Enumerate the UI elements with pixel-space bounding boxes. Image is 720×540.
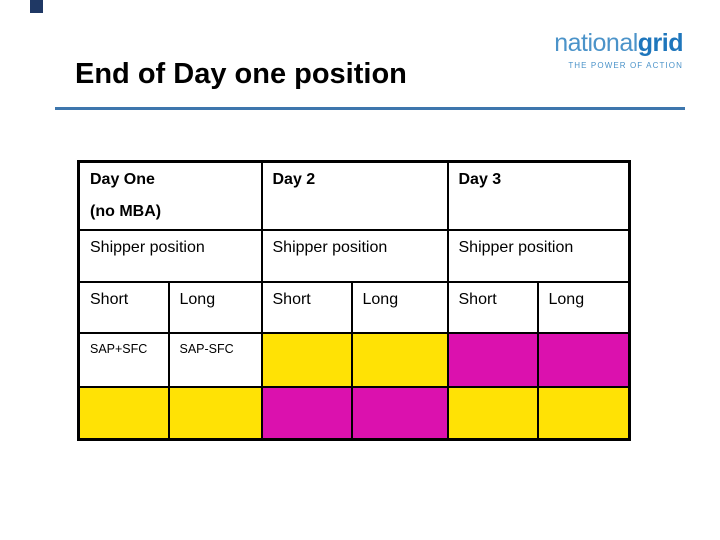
color-cell-day2-long-r5 (350, 385, 449, 441)
label-cell-long-2: Long (350, 280, 449, 334)
logo-word-national: national (554, 29, 638, 57)
table-row-sap-codes: SAP+SFC SAP-SFC (77, 331, 631, 388)
label-cell-long-3: Long (536, 280, 631, 334)
header-cell-day-2: Day 2 (260, 160, 449, 231)
logo-word-grid: grid (637, 29, 684, 57)
header-day-one-line1: Day One (90, 171, 155, 188)
color-cell-day1-long-r5 (167, 385, 263, 441)
logo-tagline: THE POWER OF ACTION (568, 61, 683, 70)
logo-wordmark: nationalgrid (554, 31, 683, 56)
label-cell-long-1: Long (167, 280, 263, 334)
label-cell-short-3: Short (446, 280, 539, 334)
shipper-position-table: Day One (no MBA) Day 2 Day 3 Shipper pos… (77, 160, 631, 441)
title-underline (55, 107, 685, 110)
shipper-position-cell-2: Shipper position (260, 228, 449, 283)
header-day-one-line2: (no MBA) (90, 203, 162, 220)
color-cell-day3-short-r4 (446, 331, 539, 388)
label-cell-short-2: Short (260, 280, 353, 334)
color-cell-day2-long-r4 (350, 331, 449, 388)
corner-mark (30, 0, 43, 13)
header-cell-day-3: Day 3 (446, 160, 631, 231)
color-cell-day1-short-r5 (77, 385, 170, 441)
table-row-shipper-position: Shipper position Shipper position Shippe… (77, 228, 631, 283)
color-cell-day3-long-r4 (536, 331, 631, 388)
color-cell-day3-long-r5 (536, 385, 631, 441)
label-cell-short-1: Short (77, 280, 170, 334)
table-row-short-long: Short Long Short Long Short Long (77, 280, 631, 334)
color-cell-day2-short-r5 (260, 385, 353, 441)
shipper-position-cell-3: Shipper position (446, 228, 631, 283)
code-cell-sap-minus-sfc: SAP-SFC (167, 331, 263, 388)
header-day-3-label: Day 3 (458, 171, 502, 188)
table-row-bottom-colors (77, 385, 631, 441)
nationalgrid-logo: nationalgrid THE POWER OF ACTION (554, 31, 683, 70)
shipper-position-cell-1: Shipper position (77, 228, 263, 283)
code-cell-sap-plus-sfc: SAP+SFC (77, 331, 170, 388)
header-day-2-label: Day 2 (272, 171, 316, 188)
color-cell-day3-short-r5 (446, 385, 539, 441)
table-row-day-headers: Day One (no MBA) Day 2 Day 3 (77, 160, 631, 231)
color-cell-day2-short-r4 (260, 331, 353, 388)
header-cell-day-one: Day One (no MBA) (77, 160, 263, 231)
slide-title: End of Day one position (75, 58, 407, 90)
